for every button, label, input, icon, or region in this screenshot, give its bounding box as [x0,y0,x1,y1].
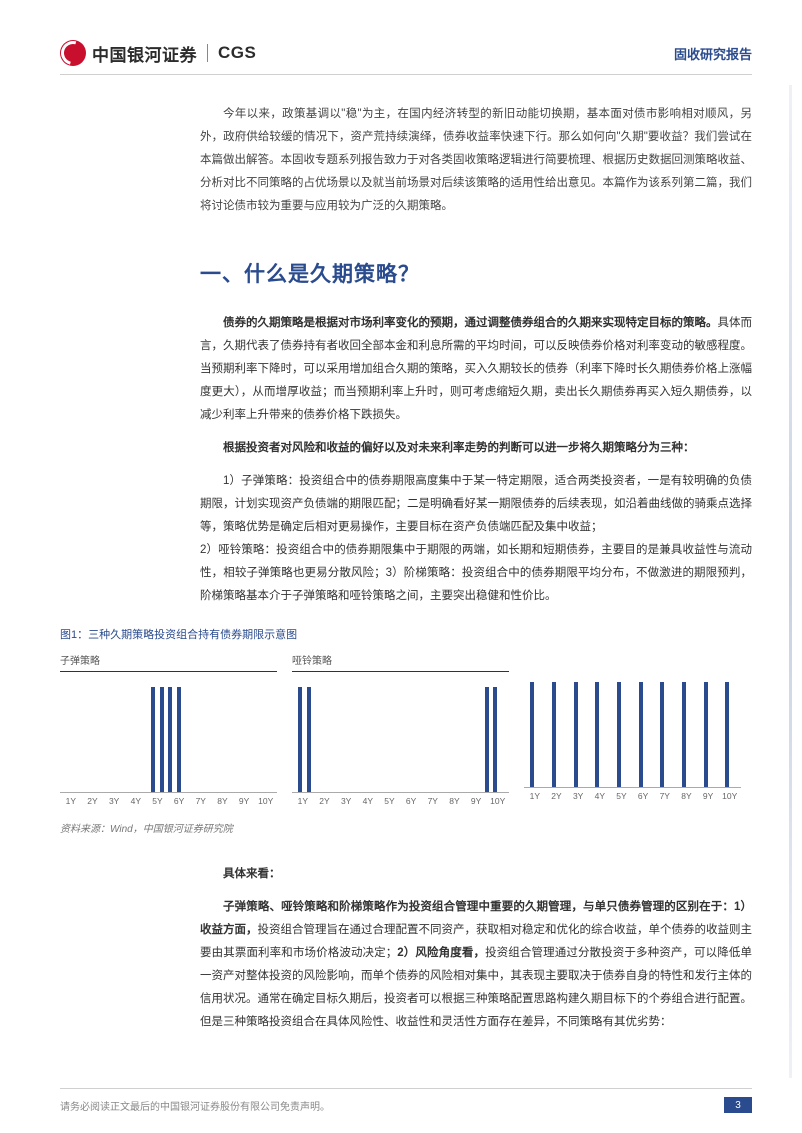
xtick: 8Y [444,796,466,806]
logo-divider [207,44,208,62]
section-1-title: 一、什么是久期策略？ [200,258,752,288]
chart-2-bar-8 [704,682,708,787]
xtick: 5Y [379,796,401,806]
chart-1-xticks: 1Y2Y3Y4Y5Y6Y7Y8Y9Y10Y [292,793,509,806]
xtick: 2Y [546,791,568,801]
xtick: 8Y [212,796,234,806]
chart-2-bar-1 [552,682,556,787]
xtick: 1Y [292,796,314,806]
xtick: 10Y [487,796,509,806]
list1-bold: 1）子弹策略： [223,475,299,487]
xtick: 6Y [168,796,190,806]
chart-2-bar-6 [660,682,664,787]
chart-2: 1Y2Y3Y4Y5Y6Y7Y8Y9Y10Y [524,652,752,812]
xtick: 2Y [314,796,336,806]
xtick: 8Y [676,791,698,801]
chart-0-bar-3 [177,687,181,792]
xtick: 4Y [589,791,611,801]
xtick: 6Y [632,791,654,801]
chart-2-area [524,673,741,788]
logo-area: 中国银河证券 CGS [60,40,256,66]
xtick: 7Y [654,791,676,801]
side-decoration [789,85,792,1078]
xtick: 4Y [357,796,379,806]
xtick: 6Y [400,796,422,806]
chart-1-title: 哑铃策略 [292,652,509,672]
chart-1-bar-3 [493,687,497,792]
xtick: 5Y [147,796,169,806]
xtick: 9Y [465,796,487,806]
list2-bold: 2）哑铃策略： [200,544,276,556]
xtick: 9Y [697,791,719,801]
disclaimer-text: 请务必阅读正文最后的中国银河证券股份有限公司免责声明。 [60,1098,330,1113]
xtick: 10Y [255,796,277,806]
cgs-logo-icon [60,40,86,66]
xtick: 10Y [719,791,741,801]
chart-0-xticks: 1Y2Y3Y4Y5Y6Y7Y8Y9Y10Y [60,793,277,806]
xtick: 3Y [335,796,357,806]
p4-bold2: 2）风险角度看， [397,947,485,959]
paragraph-2: 根据投资者对风险和收益的偏好以及对未来利率走势的判断可以进一步将久期策略分为三种… [200,437,752,460]
p1-rest: 具体而言，久期代表了债券持有者收回全部本金和利息所需的平均时间，可以反映债券价格… [200,317,752,421]
paragraph-4: 子弹策略、哑铃策略和阶梯策略作为投资组合管理中重要的久期管理，与单只债券管理的区… [200,896,752,1034]
chart-1-bar-1 [307,687,311,792]
xtick: 5Y [611,791,633,801]
xtick: 3Y [103,796,125,806]
figure-1-charts: 子弹策略1Y2Y3Y4Y5Y6Y7Y8Y9Y10Y哑铃策略1Y2Y3Y4Y5Y6… [60,652,752,812]
p4-rest: 投资组合管理通过分散投资于多种资产，可以降低单一资产对整体投资的风险影响，而单个… [200,947,752,1028]
xtick: 2Y [82,796,104,806]
chart-2-xticks: 1Y2Y3Y4Y5Y6Y7Y8Y9Y10Y [524,788,741,801]
xtick: 7Y [190,796,212,806]
p2-bold: 根据投资者对风险和收益的偏好以及对未来利率走势的判断可以进一步将久期策略分为三种… [223,442,695,454]
intro-paragraph: 今年以来，政策基调以"稳"为主，在国内经济转型的新旧动能切换期，基本面对债市影响… [200,103,752,218]
chart-0-bar-0 [151,687,155,792]
chart-0-area [60,678,277,793]
main-content: 今年以来，政策基调以"稳"为主，在国内经济转型的新旧动能切换期，基本面对债市影响… [60,103,752,1034]
chart-1: 哑铃策略 1Y2Y3Y4Y5Y6Y7Y8Y9Y10Y [292,652,520,812]
xtick: 7Y [422,796,444,806]
xtick: 9Y [233,796,255,806]
chart-2-title [524,652,741,667]
chart-0-bar-1 [160,687,164,792]
xtick: 3Y [567,791,589,801]
figure-1-caption: 图1：三种久期策略投资组合持有债券期限示意图 [60,626,752,642]
paragraph-1: 债券的久期策略是根据对市场利率变化的预期，通过调整债券组合的久期来实现特定目标的… [200,312,752,427]
p3-bold: 具体来看： [223,868,281,880]
paragraph-3: 具体来看： [200,863,752,886]
chart-1-bar-0 [298,687,302,792]
figure-1-source: 资料来源：Wind，中国银河证券研究院 [60,820,752,835]
chart-1-bar-2 [485,687,489,792]
chart-2-bar-0 [530,682,534,787]
page-number: 3 [724,1097,752,1113]
chart-2-bar-9 [725,682,729,787]
strategy-list: 1）子弹策略：投资组合中的债券期限高度集中于某一特定期限，适合两类投资者，一是有… [200,470,752,608]
logo-cn-text: 中国银河证券 [92,41,197,66]
p1-bold-lead: 债券的久期策略是根据对市场利率变化的预期，通过调整债券组合的久期来实现特定目标的… [223,317,718,329]
chart-2-bar-5 [639,682,643,787]
page-header: 中国银河证券 CGS 固收研究报告 [60,40,752,75]
chart-2-bar-2 [574,682,578,787]
xtick: 1Y [60,796,82,806]
page-footer: 请务必阅读正文最后的中国银河证券股份有限公司免责声明。 3 [60,1088,752,1113]
xtick: 4Y [125,796,147,806]
chart-0-title: 子弹策略 [60,652,277,672]
report-type-label: 固收研究报告 [674,44,752,63]
xtick: 1Y [524,791,546,801]
chart-2-bar-4 [617,682,621,787]
chart-1-area [292,678,509,793]
logo-en-text: CGS [218,43,256,63]
chart-0: 子弹策略 1Y2Y3Y4Y5Y6Y7Y8Y9Y10Y [60,652,288,812]
chart-2-bar-3 [595,682,599,787]
list3-bold: 3）阶梯策略： [386,567,462,579]
chart-2-bar-7 [682,682,686,787]
chart-0-bar-2 [168,687,172,792]
